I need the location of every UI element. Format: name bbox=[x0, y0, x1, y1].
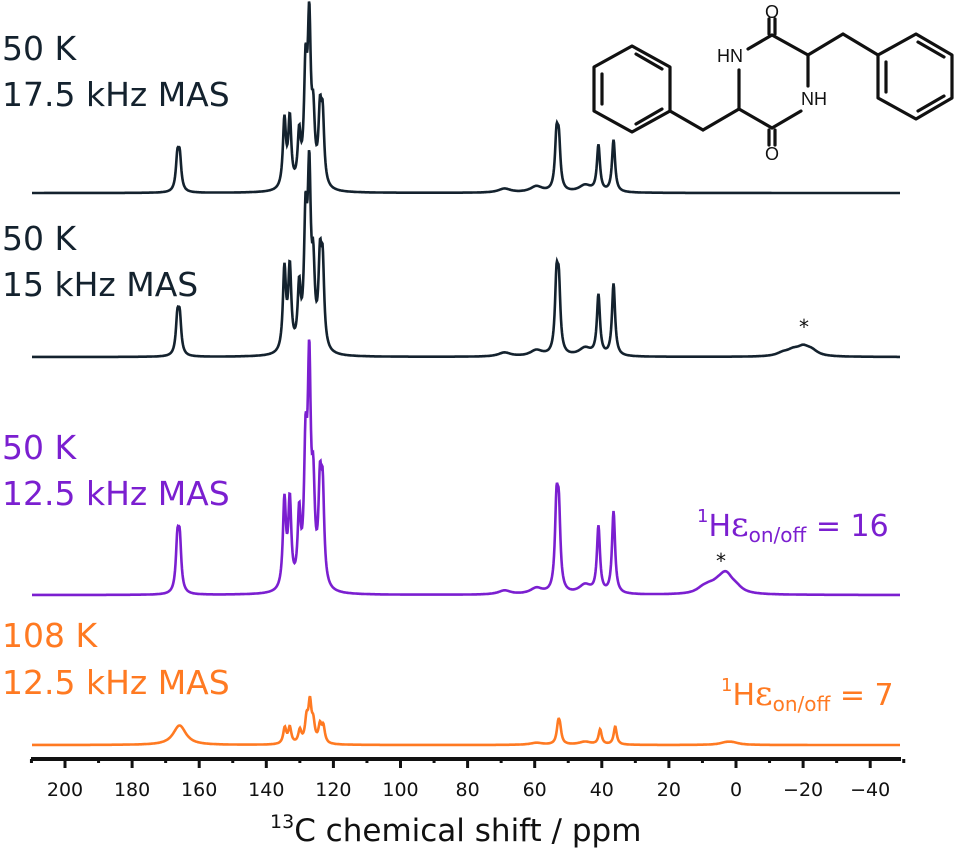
spectrum-trace-3 bbox=[32, 339, 900, 597]
series-4-label-temp: 108 K bbox=[2, 616, 98, 655]
sideband-asterisk-15khz: * bbox=[799, 315, 809, 339]
series-3-label-temp: 50 K bbox=[2, 428, 77, 467]
series-4-label-mas: 12.5 kHz MAS bbox=[2, 663, 230, 702]
series-2-label-mas: 15 kHz MAS bbox=[2, 265, 199, 304]
molecule-structure bbox=[592, 17, 954, 147]
spectrum-trace-1 bbox=[32, 1, 900, 195]
x-tick-label: 120 bbox=[315, 779, 352, 801]
x-tick-label: 180 bbox=[113, 779, 151, 801]
series-2-label-temp: 50 K bbox=[2, 219, 77, 258]
series-3-label-mas: 12.5 kHz MAS bbox=[2, 474, 230, 513]
epsilon-symbol: ε bbox=[731, 505, 749, 545]
x-tick-label: 160 bbox=[181, 779, 218, 801]
x-tick-label: −40 bbox=[850, 779, 891, 801]
x-tick-label: 40 bbox=[589, 779, 614, 801]
enhancement-label-50k: 1Hεon/off = 16 bbox=[697, 505, 889, 547]
epsilon-symbol: ε bbox=[755, 674, 773, 714]
x-tick-label: 80 bbox=[455, 779, 480, 801]
x-tick-label: 0 bbox=[729, 779, 743, 801]
series-1-label-mas: 17.5 kHz MAS bbox=[2, 75, 230, 114]
spectrum-trace-2 bbox=[32, 149, 900, 359]
x-tick-label: 60 bbox=[522, 779, 547, 801]
x-tick-label: 200 bbox=[46, 779, 84, 801]
x-tick-label: −20 bbox=[783, 779, 824, 801]
x-axis-label: 13C chemical shift / ppm bbox=[270, 811, 642, 849]
enhancement-label-108k: 1Hεon/off = 7 bbox=[721, 674, 894, 716]
series-1-label-temp: 50 K bbox=[2, 29, 77, 68]
spectrum-trace-4 bbox=[32, 695, 900, 747]
x-tick-label: 100 bbox=[382, 779, 419, 801]
sideband-asterisk-12khz: * bbox=[716, 549, 726, 573]
x-tick-label: 20 bbox=[656, 779, 681, 801]
x-tick-label: 140 bbox=[248, 779, 285, 801]
atom-label-o-bottom: O bbox=[765, 144, 779, 164]
atom-label-nh: NH bbox=[801, 89, 827, 109]
atom-label-hn: HN bbox=[717, 46, 743, 66]
atom-label-o-top: O bbox=[765, 2, 779, 22]
